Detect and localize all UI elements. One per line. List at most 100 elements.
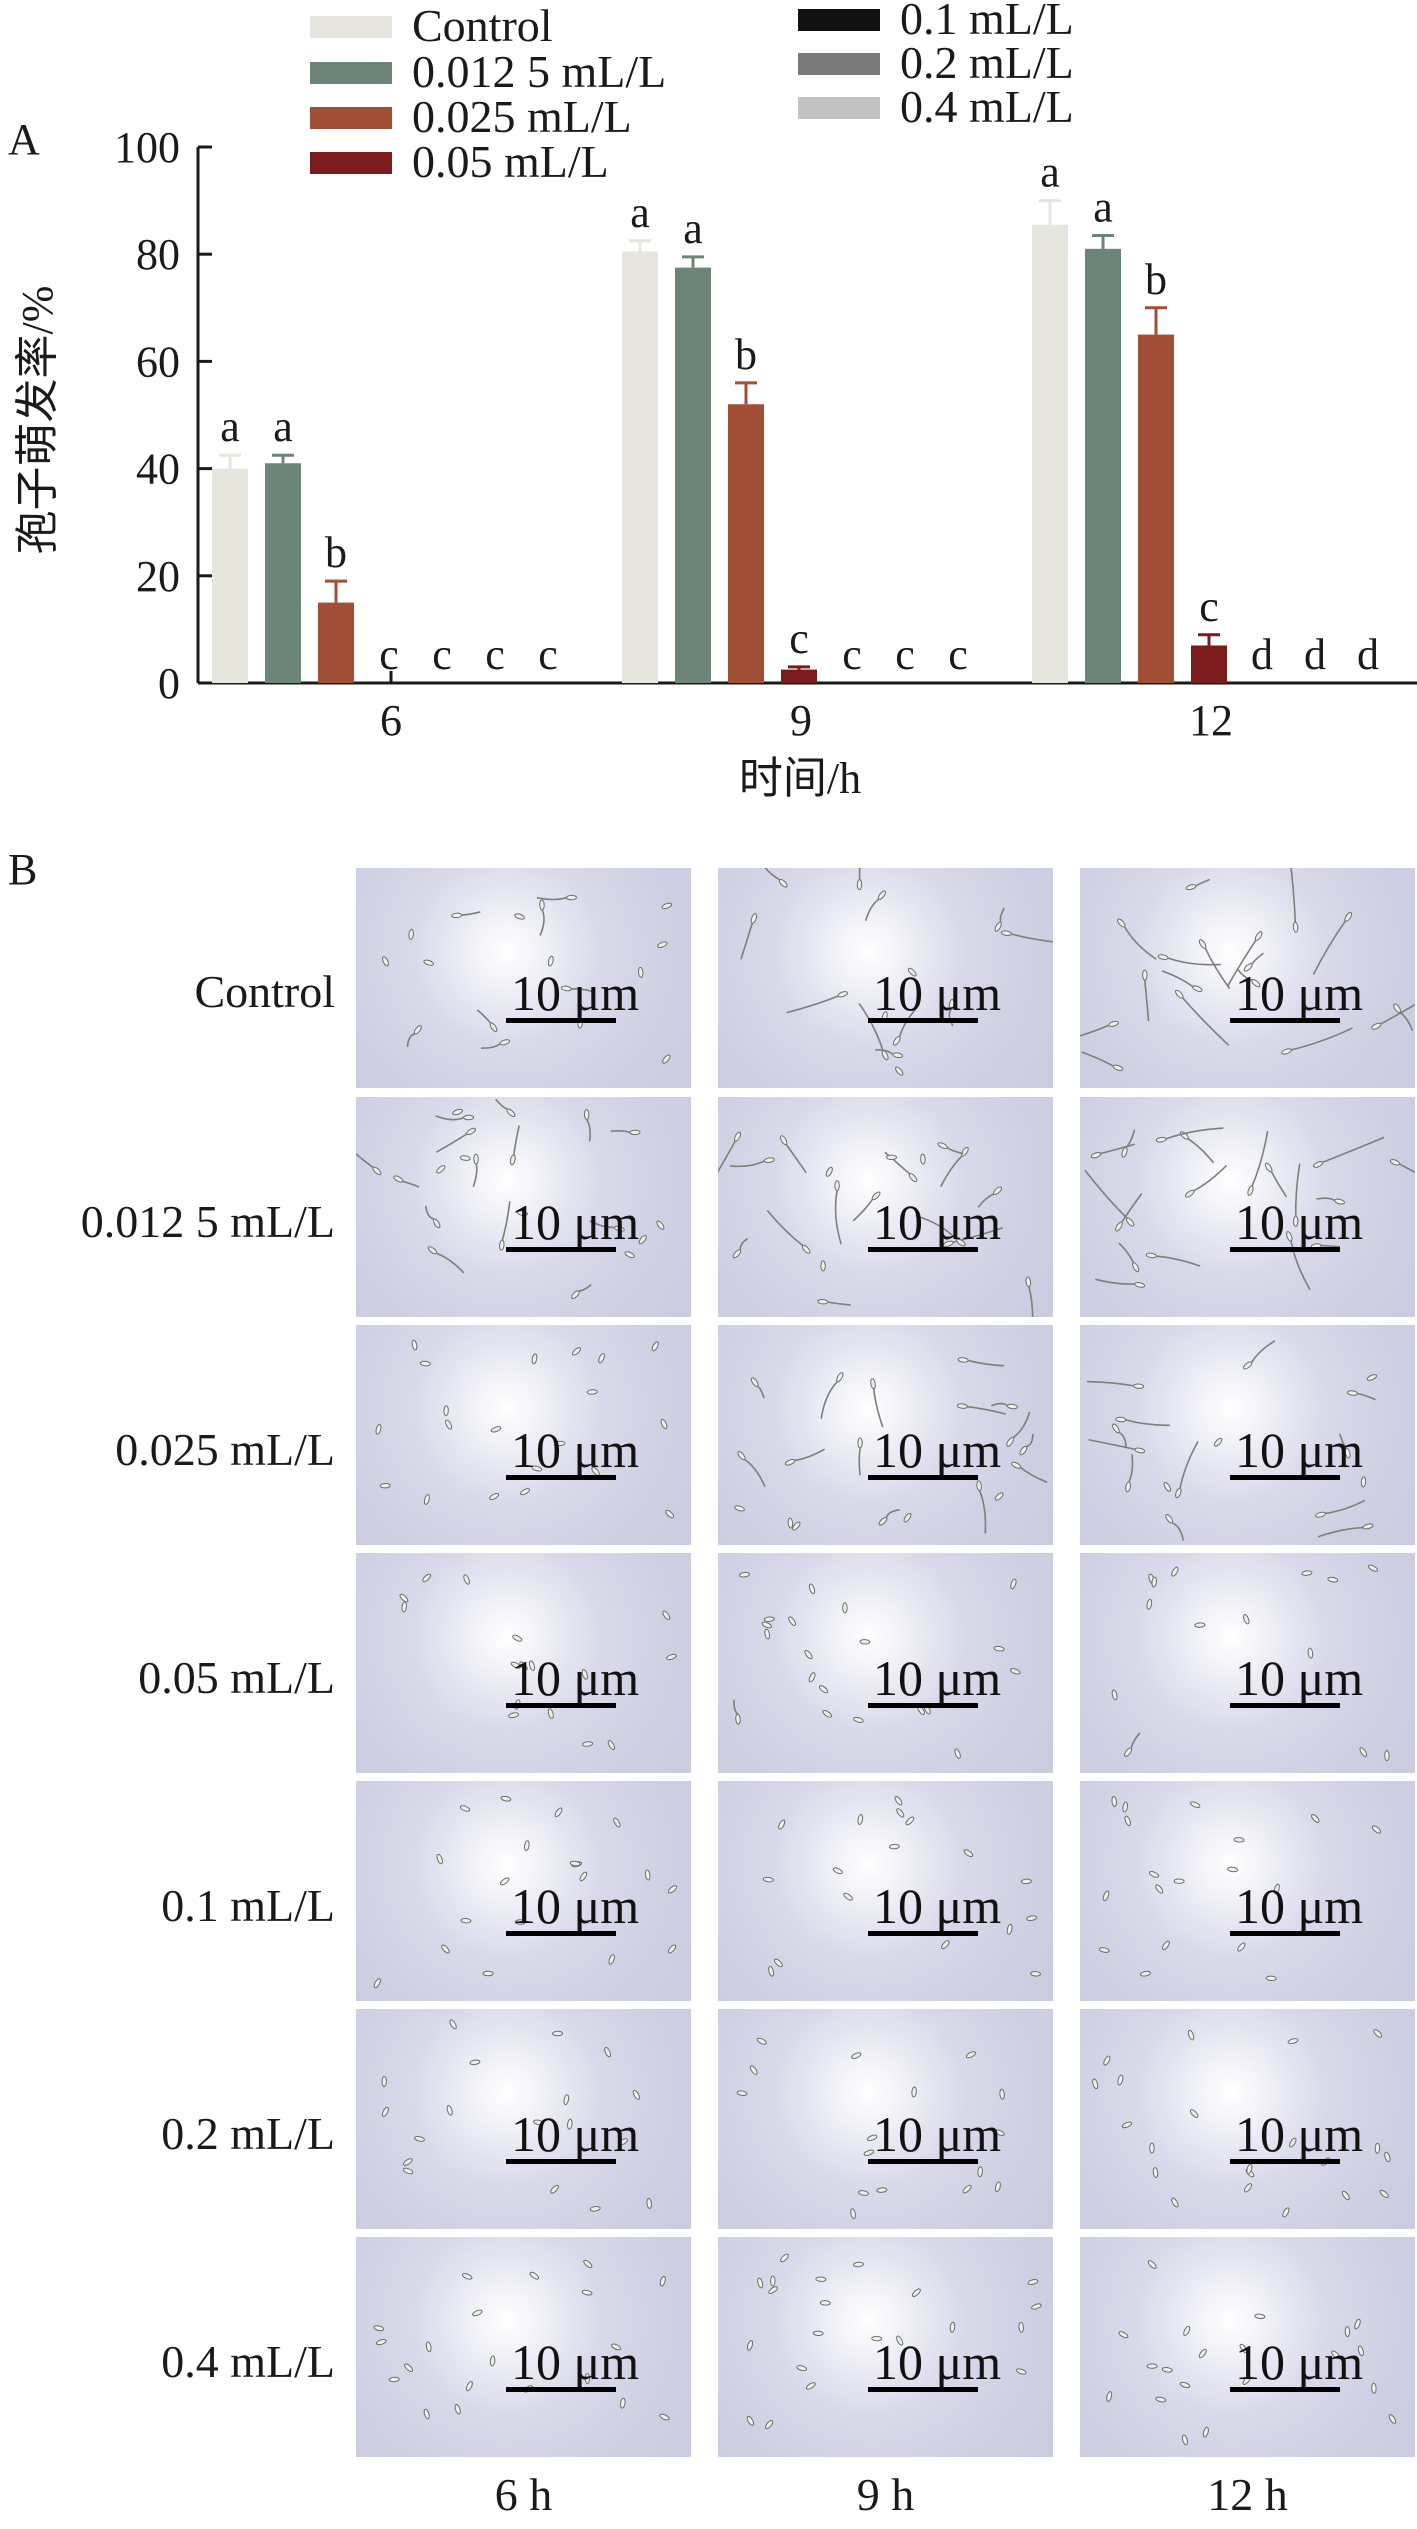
micrograph-image: 10 μm [718, 1781, 1053, 2001]
micrograph-image: 10 μm [1080, 1553, 1415, 1773]
scale-bar-label: 10 μm [1235, 1194, 1364, 1250]
micrograph-row-label: 0.1 mL/L [161, 1880, 335, 1931]
legend-label: 0.025 mL/L [412, 91, 632, 142]
panel-b-label: B [8, 845, 38, 894]
y-tick-label: 0 [158, 659, 180, 708]
spore-drawing [736, 2037, 1005, 2220]
x-tick-label: 12 [1189, 696, 1233, 745]
micrograph-image: 10 μm [356, 1781, 691, 2001]
scale-bar [868, 1703, 978, 1708]
scale-bar [1230, 2387, 1340, 2392]
bar [265, 463, 301, 683]
micrograph-image: 10 μm [718, 1097, 1053, 1317]
y-tick-label: 20 [136, 552, 180, 601]
y-axis-label: 孢子萌发率/% [13, 286, 62, 555]
micrograph-image: 10 μm [356, 2009, 691, 2229]
scale-bar-label: 10 μm [873, 1422, 1002, 1478]
spore-drawing [1098, 1796, 1382, 1982]
spore-drawing [733, 1571, 1021, 1759]
scale-bar [506, 1247, 616, 1252]
significance-letter: c [842, 630, 862, 679]
scale-bar [868, 1018, 978, 1023]
scale-bar-label: 10 μm [873, 965, 1002, 1021]
significance-letter: b [1145, 255, 1167, 304]
micrograph-row-label: 0.012 5 mL/L [80, 1196, 335, 1247]
scale-bar-label: 10 μm [1235, 965, 1364, 1021]
micrograph-image: 10 μm [356, 1325, 691, 1545]
significance-letter: c [538, 630, 558, 679]
scale-bar-label: 10 μm [873, 1194, 1002, 1250]
significance-letter: a [273, 402, 293, 451]
scale-bar [868, 1475, 978, 1480]
legend-label: 0.4 mL/L [900, 81, 1074, 132]
legend-swatch [798, 9, 880, 31]
scale-bar-label: 10 μm [511, 1422, 640, 1478]
bar [1032, 224, 1068, 683]
legend-label: 0.1 mL/L [900, 0, 1074, 44]
scale-bar-label: 10 μm [511, 965, 640, 1021]
micrograph-image: 10 μm [718, 1553, 1053, 1773]
spore-drawing [1111, 1564, 1390, 1762]
scale-bar-label: 10 μm [511, 2334, 640, 2390]
micrograph-column-label: 6 h [494, 2469, 553, 2520]
spore-drawing [746, 2253, 1042, 2430]
x-axis-label: 时间/h [739, 754, 861, 803]
x-tick-label: 9 [790, 696, 812, 745]
y-tick-label: 100 [114, 123, 180, 172]
scale-bar [506, 1703, 616, 1708]
micrograph-column-label: 9 h [856, 2469, 915, 2520]
significance-letter: a [220, 402, 240, 451]
scale-bar-label: 10 μm [1235, 2334, 1364, 2390]
spore-drawing [1086, 1340, 1378, 1541]
micrograph-image: 10 μm [1080, 2009, 1415, 2229]
scale-bar-label: 10 μm [511, 1878, 640, 1934]
scale-bar [1230, 1475, 1340, 1480]
spore-drawing [734, 1357, 1048, 1534]
scale-bar [868, 1247, 978, 1252]
significance-letter: a [1040, 148, 1060, 197]
significance-letter: c [895, 630, 915, 679]
scale-bar [506, 2387, 616, 2392]
spore-drawing [373, 1795, 677, 1989]
spore-drawing [375, 1339, 675, 1519]
micrograph-image: 10 μm [1080, 1325, 1415, 1545]
bar [1138, 334, 1174, 683]
spore-drawing [1092, 2029, 1391, 2218]
legend-swatch [310, 107, 392, 129]
spore-drawing [382, 894, 673, 1064]
bar [1085, 248, 1121, 683]
spore-drawing [1106, 2260, 1397, 2446]
legend-label: 0.2 mL/L [900, 37, 1074, 88]
significance-letter: a [1093, 182, 1113, 231]
spore-drawing [718, 1131, 1034, 1317]
spore-drawing [1080, 868, 1415, 1071]
spore-drawing [356, 1098, 665, 1299]
micrograph-column-label: 12 h [1207, 2469, 1288, 2520]
scale-bar-label: 10 μm [1235, 2106, 1364, 2162]
y-tick-label: 80 [136, 230, 180, 279]
scale-bar-label: 10 μm [873, 2334, 1002, 2390]
micrograph-image: 10 μm [1080, 1097, 1415, 1317]
micrograph-image: 10 μm [356, 2237, 691, 2457]
bar [781, 669, 817, 683]
scale-bar-label: 10 μm [873, 1650, 1002, 1706]
legend-label: Control [412, 0, 553, 51]
significance-letter: c [1199, 582, 1219, 631]
x-tick-label: 6 [380, 696, 402, 745]
scale-bar-label: 10 μm [511, 1194, 640, 1250]
significance-letter: b [325, 528, 347, 577]
scale-bar [868, 2159, 978, 2164]
y-tick-label: 40 [136, 445, 180, 494]
legend-swatch [310, 152, 392, 174]
scale-bar-label: 10 μm [873, 1878, 1002, 1934]
legend-label: 0.05 mL/L [412, 136, 609, 187]
significance-letter: c [948, 630, 968, 679]
significance-letter: d [1357, 630, 1379, 679]
scale-bar [1230, 1018, 1340, 1023]
scale-bar-label: 10 μm [1235, 1650, 1364, 1706]
micrograph-image: 10 μm [718, 1325, 1053, 1545]
micrograph-row-label: 0.2 mL/L [161, 2108, 335, 2159]
